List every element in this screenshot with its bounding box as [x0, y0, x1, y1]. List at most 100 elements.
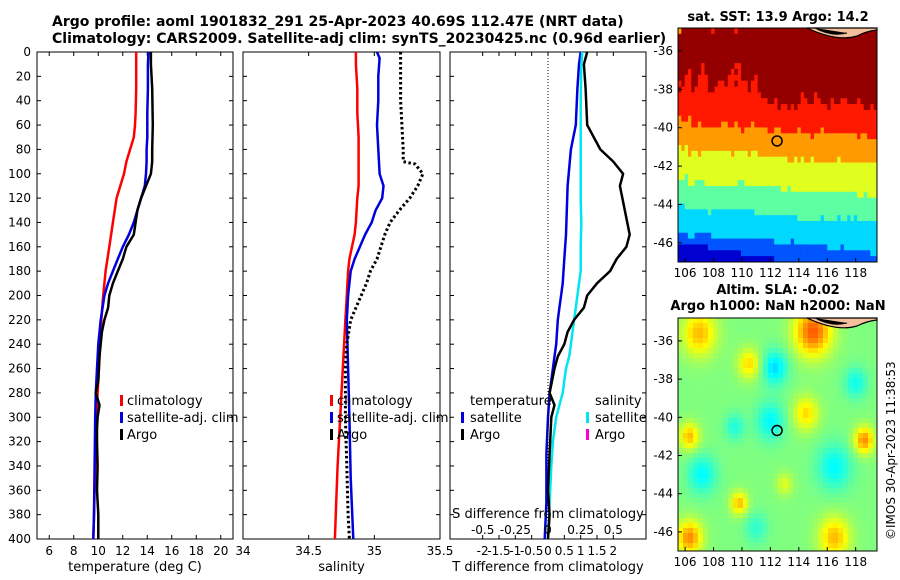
sla-cell: [788, 343, 794, 349]
sla-cell: [868, 478, 874, 484]
sla-cell: [778, 408, 784, 414]
sst-cell: [767, 98, 772, 105]
sla-cell: [773, 443, 779, 449]
sst-cell: [860, 174, 865, 181]
sst-cell: [860, 221, 865, 228]
sla-cell: [818, 438, 824, 444]
sst-cell: [727, 51, 732, 58]
sst-cell: [687, 115, 692, 122]
sla-cell: [873, 353, 878, 359]
sla-cell: [783, 333, 789, 339]
sla-cell: [693, 403, 699, 409]
sst-cell: [853, 203, 858, 210]
sst-cell: [794, 121, 798, 128]
sla-cell: [823, 383, 829, 389]
sst-cell: [764, 221, 768, 228]
sla-cell: [743, 433, 749, 439]
sst-cell: [873, 86, 878, 93]
sla-cell: [758, 328, 764, 334]
sla-cell: [733, 513, 739, 519]
sst-cell: [837, 238, 841, 245]
sst-cell: [747, 115, 752, 122]
sst-cell: [741, 156, 745, 163]
sst-cell: [853, 174, 858, 181]
sla-cell: [838, 453, 844, 459]
sst-cell: [737, 156, 742, 163]
sla-cell: [733, 433, 739, 439]
sla-cell: [853, 453, 859, 459]
sst-cell: [833, 238, 838, 245]
sst-cell: [678, 250, 682, 257]
sla-cell: [708, 378, 714, 384]
sla-cell: [803, 513, 809, 519]
sla-cell: [713, 393, 719, 399]
sla-cell: [678, 343, 684, 349]
sst-cell: [741, 145, 745, 152]
sst-cell: [754, 209, 758, 216]
sst-cell: [847, 51, 851, 58]
sla-cell: [808, 478, 814, 484]
sla-cell: [858, 433, 864, 439]
sst-cell: [833, 256, 838, 263]
sla-cell: [698, 403, 704, 409]
sla-cell: [743, 483, 749, 489]
sst-cell: [724, 139, 729, 146]
sla-cell: [703, 458, 709, 464]
sst-cell: [721, 80, 725, 87]
sst-cell: [727, 145, 732, 152]
sla-cell: [873, 413, 878, 419]
sst-cell: [724, 121, 729, 128]
sst-cell: [754, 215, 758, 222]
sla-cell: [748, 408, 754, 414]
sla-cell: [693, 428, 699, 434]
sst-cell: [833, 185, 838, 193]
sla-cell: [703, 413, 709, 419]
sst-cell: [744, 215, 749, 222]
sst-cell: [833, 215, 838, 222]
sla-cell: [698, 418, 704, 424]
sst-cell: [707, 168, 712, 175]
sla-cell: [698, 438, 704, 444]
sst-cell: [697, 256, 702, 263]
sla-cell: [758, 323, 764, 329]
sla-cell: [828, 533, 834, 539]
sst-cell: [870, 150, 875, 158]
sst-cell: [820, 57, 825, 64]
sst-cell: [870, 109, 875, 117]
sst-cell: [770, 80, 775, 87]
sla-cell: [798, 358, 804, 364]
sst-cell: [840, 191, 845, 199]
sla-cell: [793, 428, 799, 434]
sst-cell: [790, 238, 795, 245]
sla-cell: [758, 468, 764, 474]
sst-cell: [727, 168, 732, 175]
sst-cell: [794, 115, 798, 122]
sst-cell: [707, 150, 712, 158]
sst-cell: [807, 168, 812, 175]
sla-cell: [693, 503, 699, 509]
sst-cell: [760, 133, 765, 140]
sla-cell: [808, 333, 814, 339]
sst-cell: [714, 39, 719, 46]
sst-cell: [701, 221, 705, 228]
sla-cell: [778, 468, 784, 474]
sst-cell: [804, 180, 808, 187]
sst-cell: [777, 39, 782, 46]
sst-cell: [721, 244, 725, 251]
sst-cell: [687, 232, 692, 239]
sla-cell: [678, 408, 684, 414]
sst-cell: [684, 133, 689, 140]
sst-cell: [804, 209, 808, 216]
plot-frame: [242, 51, 441, 540]
x-tick-label: 12: [115, 544, 130, 558]
sst-cell: [760, 109, 765, 117]
sst-cell: [750, 33, 755, 41]
sst-cell: [717, 191, 722, 199]
sla-cell: [688, 543, 694, 549]
sst-cell: [687, 168, 692, 175]
sst-cell: [787, 39, 792, 46]
sst-cell: [790, 104, 795, 111]
sst-cell: [840, 86, 845, 93]
sla-cell: [763, 518, 769, 524]
sla-cell: [693, 318, 699, 324]
